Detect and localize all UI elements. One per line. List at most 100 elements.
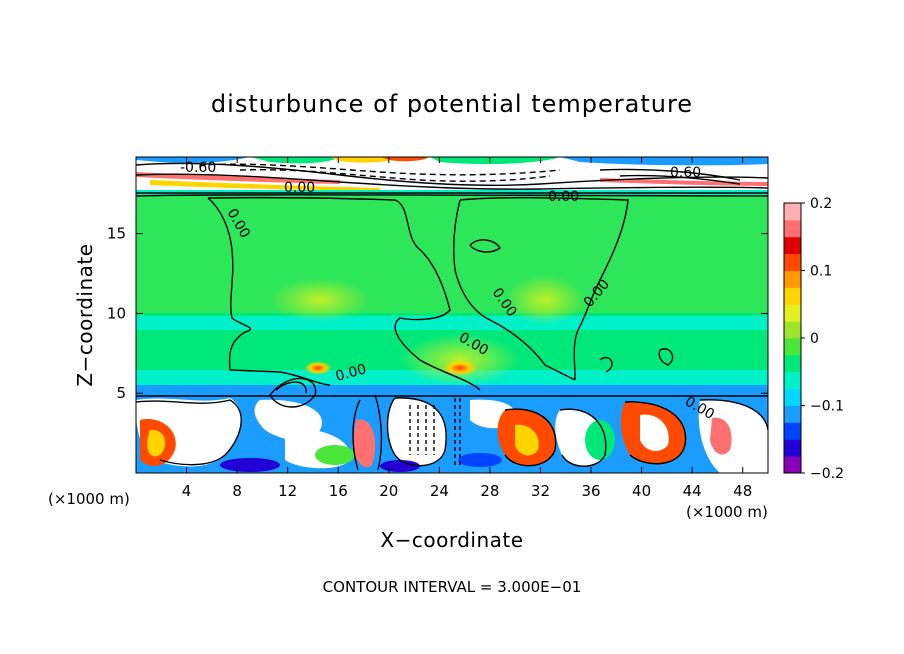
x-axis-unit-right: (×1000 m) [686,503,768,521]
contour-line [136,399,242,466]
colorbar-swatch [784,321,801,339]
colorbar-swatch [784,304,801,322]
x-tick-label: 12 [278,482,297,500]
field-top-colors [330,157,400,163]
y-tick-label: 15 [107,225,126,243]
x-tick-label: 24 [430,482,449,500]
y-tick-label: 10 [107,304,126,322]
colorbar-swatch [784,270,801,288]
field-dark-blue-patch [220,458,280,472]
colorbar-swatch [784,456,801,474]
contour-line [469,239,501,253]
colorbar-tick-label: −0.2 [810,466,844,482]
field-warm-spot [442,360,478,376]
contour-line [409,405,435,455]
colorbar-swatch [784,405,801,423]
field-lime-patch [270,278,370,322]
contour-line [658,348,674,366]
colorbar-swatch [784,236,801,255]
x-axis-unit-left: (×1000 m) [48,490,130,508]
contour-line [624,401,687,465]
plot-frame [135,156,769,474]
x-tick-label: 40 [632,482,651,500]
x-tick-label: 4 [182,482,192,500]
contour-line [352,399,361,471]
colorbar [784,203,801,474]
x-tick-label: 48 [733,482,752,500]
field-top-colors [250,157,340,164]
contour-label: 0.00 [334,361,368,385]
colorbar-swatch [784,203,801,221]
y-axis: 5 10 15 [107,225,768,402]
field-top-colors [136,172,340,184]
contour-interval-note: CONTOUR INTERVAL = 3.000E−01 [323,578,582,596]
colorbar-swatch [784,253,801,271]
field-green-patch [585,420,615,460]
x-tick-label: 8 [232,482,242,500]
colorbar-swatch [784,219,801,238]
field-top-colors [600,178,768,186]
colorbar-swatch [784,388,801,406]
field-lime-patch [505,275,585,325]
y-axis-label: Z−coordinate [73,243,97,386]
contour-label: -0.60 [180,160,216,176]
field-upper-band [136,193,768,313]
contour-line [269,377,317,408]
colorbar-swatch [784,422,801,440]
field-white-patch [387,397,447,466]
contour-line [386,397,447,467]
contour-line [136,162,768,186]
field-top-colors [560,157,768,166]
contour-line [619,174,741,185]
field-yellow-patch [147,429,166,457]
colorbar-swatch [784,287,801,305]
field-dark-blue-patch [458,453,502,467]
contour-line [599,168,741,181]
y-tick-label: 5 [116,384,126,402]
contour-line [599,356,613,373]
colorbar-swatch [784,439,801,457]
x-tick-label: 32 [531,482,550,500]
contour-line [199,163,561,176]
colorbar-tick-label: 0.2 [810,196,832,212]
colorbar-swatch [784,371,801,390]
colorbar-swatch [784,338,801,356]
field-warm-patch [710,417,732,455]
x-axis: 4 8 12 16 20 24 28 32 36 40 44 48 [182,157,752,500]
contour-label: 0.00 [284,180,315,196]
field-dark-blue-patch [380,460,420,472]
contour-label: 0.00 [548,189,579,205]
x-tick-label: 20 [379,482,398,500]
chart-title: disturbunce of potential temperature [211,90,693,118]
colorbar-swatch [784,354,801,373]
field-warm-patch [352,419,376,468]
field-top-colors [380,157,430,162]
x-tick-label: 16 [329,482,348,500]
contour-line [275,381,307,394]
field-cyan-stripe [136,316,768,330]
contour-lines [136,162,768,471]
contour-line [699,399,768,431]
field-white-patch [640,414,669,452]
contour-line [504,408,557,467]
field-warm-spot [304,361,332,375]
x-tick-label: 36 [581,482,600,500]
field-yellow-patch [515,424,539,456]
x-tick-label: 44 [683,482,702,500]
field-top-colors [150,180,380,191]
contour-line [374,394,383,471]
contour-line [453,197,629,381]
contour-line [136,194,768,197]
colorbar-tick-label: −0.1 [810,399,844,415]
colorbar-tick-label: 0 [810,331,819,347]
field-lightblue-band [136,385,768,395]
colorbar-tick-label: 0.1 [810,264,832,280]
x-tick-label: 28 [480,482,499,500]
contour-line [207,196,481,391]
contour-line [239,169,551,182]
field-top-colors [136,157,250,164]
contour-line [136,173,768,190]
field-top-colors [430,157,560,165]
contour-line [559,408,607,467]
